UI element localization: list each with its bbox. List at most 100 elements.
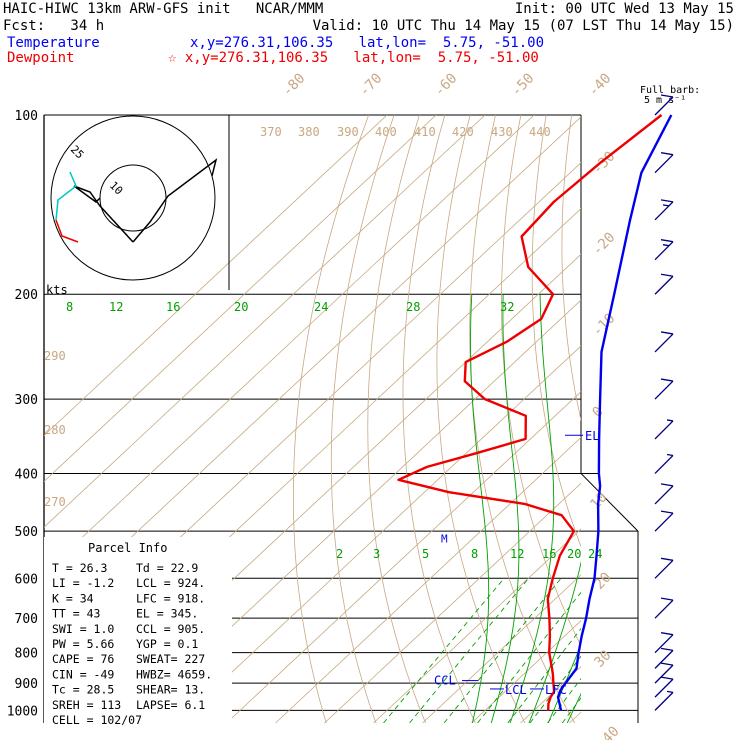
parcel-info-box — [44, 537, 232, 723]
dry-adiabat-label: 390 — [337, 125, 359, 139]
wind-barb-flag — [660, 597, 674, 601]
mixing-ratio-label: 12 — [510, 547, 524, 561]
parcel-info-title: Parcel Info — [88, 541, 167, 555]
lfc-label: LFC — [545, 683, 567, 697]
temperature-profile — [556, 114, 673, 711]
parcel-info-row-right: HWBZ= 4659. — [136, 667, 212, 681]
wind-barb-staff — [654, 678, 674, 698]
wind-barb — [654, 676, 674, 698]
wind-barb-staff — [654, 599, 674, 619]
isobar-label-700: 700 — [15, 612, 38, 627]
dry-adiabat-label: 280 — [44, 423, 66, 437]
parcel-info-row-left: SREH = 113 — [52, 698, 121, 712]
dry-adiabat — [436, 115, 526, 723]
isotherm-label: 0 — [589, 404, 606, 421]
isotherm-line — [44, 116, 581, 620]
wind-barb-flag — [660, 94, 674, 98]
dewpoint-coords: ☆ x,y=276.31,106.35 lat,lon= 5.75, -51.0… — [168, 50, 539, 66]
wind-barb — [654, 647, 674, 669]
isotherm-line — [44, 115, 535, 574]
moist-adiabat-label: 20 — [234, 300, 248, 314]
wind-barb-half — [666, 690, 674, 694]
isotherm-label: -60 — [431, 70, 460, 99]
mixing-ratio-label: 5 — [422, 547, 429, 561]
dry-adiabat-label: 380 — [298, 125, 320, 139]
wind-barb — [654, 662, 674, 684]
moist-adiabat — [566, 692, 581, 723]
moist-adiabat — [528, 560, 581, 723]
wind-barb — [654, 453, 674, 474]
parcel-info-row-left: TT = 43 — [52, 607, 101, 621]
parcel-info-row-right: SWEAT= 227 — [136, 652, 205, 666]
wind-barb-flag — [660, 378, 674, 382]
isobar-label-200: 200 — [15, 288, 38, 303]
dry-adiabat — [402, 115, 476, 723]
isotherm-label: -50 — [508, 70, 537, 99]
isotherm-line — [177, 345, 581, 723]
temperature-label: Temperature — [7, 35, 100, 51]
wind-barb-staff — [654, 634, 674, 654]
wind-barb-staff — [654, 691, 674, 711]
isotherm-label: 40 — [599, 724, 622, 740]
isotherm-label: -40 — [585, 70, 614, 99]
moist-adiabat — [509, 294, 555, 723]
wind-barb-flag — [660, 676, 674, 680]
wind-barb — [654, 483, 674, 505]
isotherm-label: -70 — [356, 70, 385, 99]
mixing-ratio-line — [383, 578, 505, 723]
dry-adiabat — [330, 115, 395, 723]
isotherm-line — [44, 115, 486, 528]
dry-adiabat — [673, 115, 740, 723]
moist-adiabat-label: 16 — [166, 300, 180, 314]
hodograph-trace-mid — [73, 185, 134, 243]
isotherm-label: -80 — [279, 70, 308, 99]
dry-adiabat-label: 410 — [414, 125, 436, 139]
el-label: EL — [585, 429, 599, 443]
wind-barb — [654, 510, 674, 532]
hodograph-trace-red — [55, 219, 79, 243]
parcel-info-row-left: K = 34 — [52, 591, 94, 605]
wind-barb-flag — [660, 483, 674, 487]
wind-barb — [654, 199, 674, 221]
dry-adiabat — [724, 115, 740, 723]
isotherm-line — [373, 528, 581, 723]
wind-barb — [654, 94, 674, 116]
wind-barb-flag — [660, 632, 674, 636]
wind-barb-half — [666, 419, 674, 422]
hodograph-units: kts — [46, 283, 68, 297]
wind-barb — [654, 378, 674, 400]
isotherm-line — [324, 482, 581, 723]
barb-legend-line2: 5 m s⁻¹ — [644, 95, 687, 106]
wind-barb — [654, 419, 674, 440]
wind-barb-flag — [660, 510, 674, 514]
parcel-info-row-right: LFC = 918. — [136, 591, 205, 605]
mixing-ratio-label: 8 — [471, 547, 478, 561]
wind-barb-flag — [660, 662, 674, 666]
mixing-ratio-line — [477, 591, 581, 723]
wind-barb-staff — [654, 454, 674, 474]
isobar-label-400: 400 — [15, 467, 38, 482]
wind-barb-flag — [660, 199, 674, 203]
parcel-info-row-left: Tc = 28.5 — [52, 683, 114, 697]
isobar-label-300: 300 — [15, 393, 38, 408]
header-line2-left: Fcst: 34 h — [3, 18, 105, 34]
isotherm-label: -20 — [589, 229, 618, 258]
wind-barb — [654, 597, 674, 619]
isobar-label-600: 600 — [15, 572, 38, 587]
moist-adiabat-label: 24 — [314, 300, 328, 314]
isotherm-line — [520, 665, 581, 723]
dry-adiabat-label: 270 — [44, 495, 66, 509]
wind-barb-half — [666, 453, 674, 457]
dry-adiabat — [501, 115, 581, 647]
wind-barb-staff — [654, 664, 674, 684]
plot-right-slant — [580, 455, 639, 723]
wind-barb — [654, 690, 674, 711]
moist-adiabat — [490, 294, 520, 723]
ccl-label: CCL — [434, 674, 456, 688]
wind-barb-staff — [654, 485, 674, 505]
wind-barb-staff — [654, 420, 674, 440]
parcel-info-row-right: EL = 345. — [136, 607, 198, 621]
dry-adiabat — [561, 115, 581, 422]
isobar-label-100: 100 — [15, 109, 38, 124]
